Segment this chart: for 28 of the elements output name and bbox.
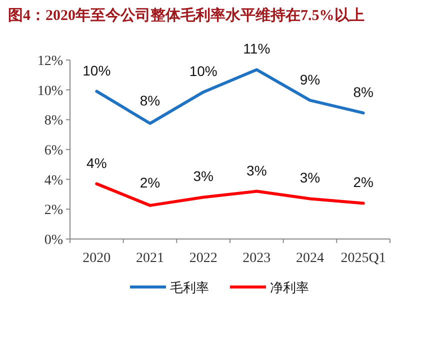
y-tick-label: 12% [37, 54, 64, 69]
data-label: 9% [300, 71, 320, 88]
y-tick-label: 6% [44, 144, 64, 158]
x-tick-label: 2025Q1 [340, 251, 386, 266]
data-label: 10% [82, 62, 111, 78]
data-label: 10% [189, 63, 218, 80]
x-tick-label: 2022 [189, 251, 218, 266]
chart-title: 图4：2020年至今公司整体毛利率水平维持在7.5%以上 [8, 6, 364, 24]
x-tick-label: 2020 [82, 251, 111, 266]
legend-label: 净利率 [270, 280, 309, 295]
data-label: 2% [353, 174, 374, 190]
data-label: 8% [353, 84, 374, 100]
data-label: 4% [86, 154, 107, 171]
data-label: 3% [246, 162, 267, 178]
y-tick-label: 8% [44, 114, 64, 129]
data-label: 8% [140, 92, 160, 108]
legend-label: 毛利率 [170, 280, 209, 295]
x-tick-label: 2021 [136, 251, 164, 266]
x-tick-label: 2024 [296, 251, 324, 266]
data-label: 11% [243, 40, 270, 57]
data-label: 3% [193, 168, 214, 184]
data-label: 2% [140, 174, 160, 190]
x-tick-label: 2023 [242, 251, 271, 266]
y-tick-label: 0% [44, 233, 64, 248]
y-tick-label: 4% [44, 173, 64, 188]
data-label: 3% [300, 170, 320, 186]
y-tick-label: 2% [44, 203, 64, 218]
y-tick-label: 10% [37, 84, 64, 99]
